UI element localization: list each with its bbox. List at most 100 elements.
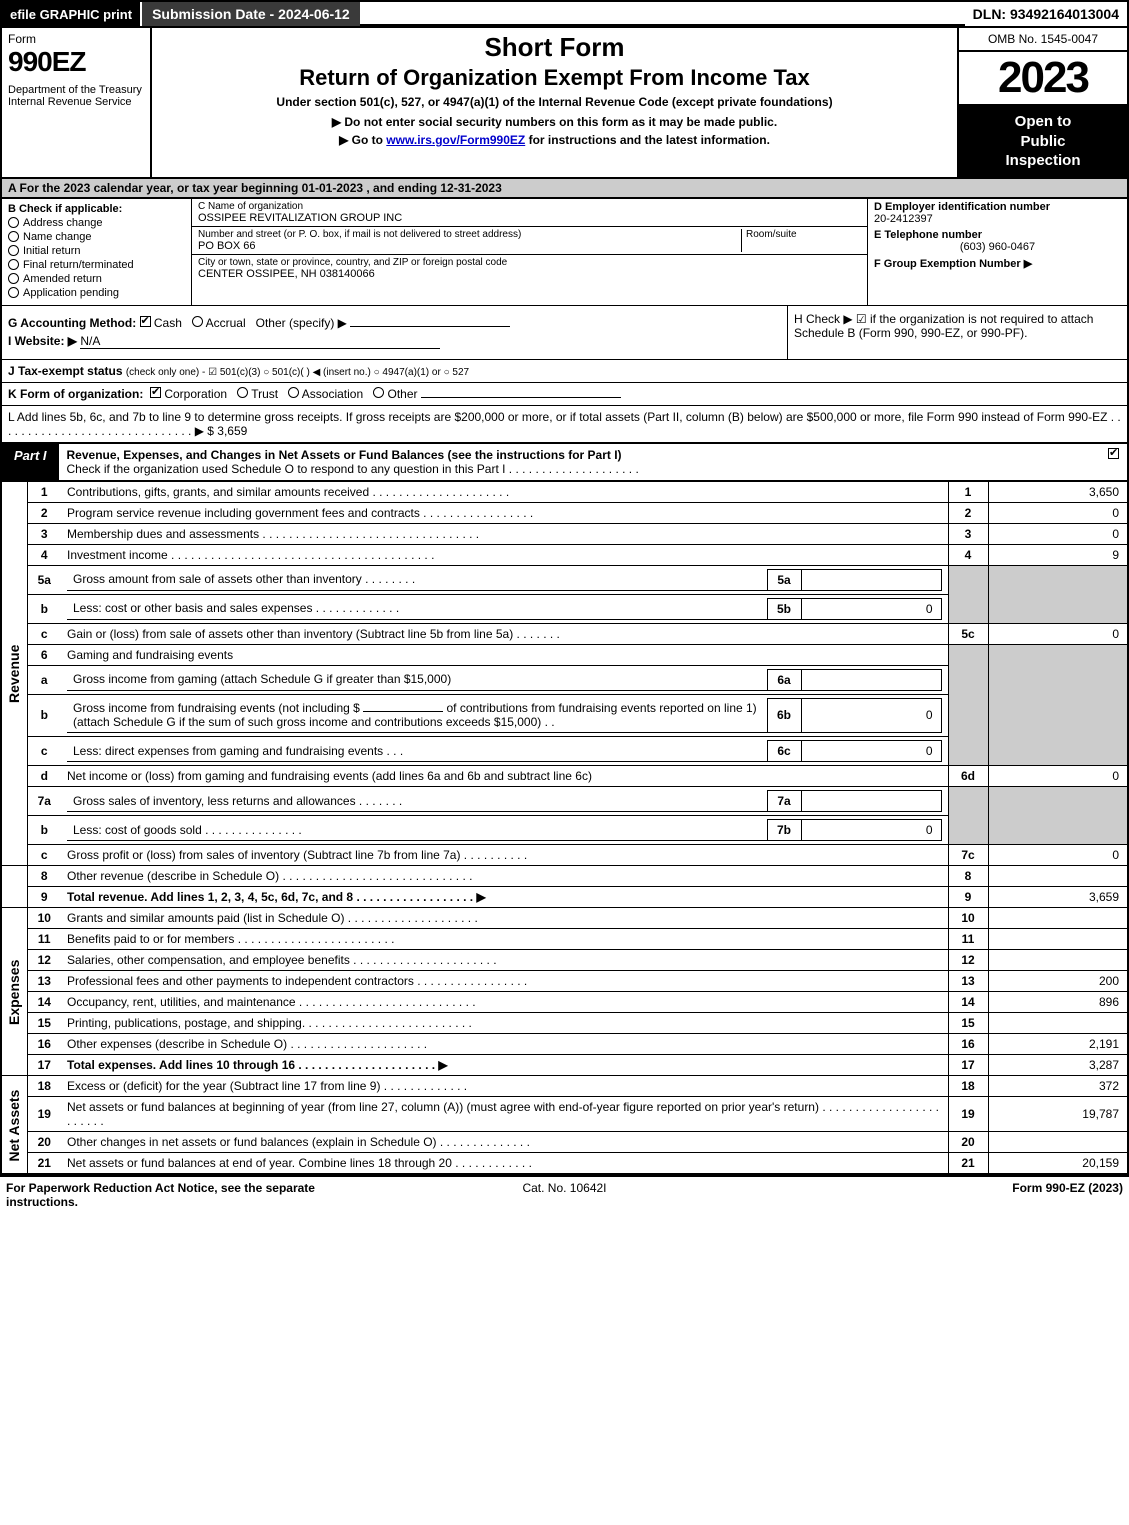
line5b-subval: 0 — [801, 598, 941, 619]
line14-desc: Occupancy, rent, utilities, and maintena… — [61, 992, 948, 1013]
chk-association[interactable] — [288, 387, 299, 398]
title-short-form: Short Form — [158, 32, 951, 63]
header-left: Form 990EZ Department of the Treasury In… — [2, 28, 152, 177]
line8-num: 8 — [948, 866, 988, 887]
line-13: 13Professional fees and other payments t… — [1, 971, 1128, 992]
chk-accrual[interactable] — [192, 316, 203, 327]
line8-amt — [988, 866, 1128, 887]
line10-desc: Grants and similar amounts paid (list in… — [61, 908, 948, 929]
chk-initial-return[interactable] — [8, 245, 19, 256]
goto-post: for instructions and the latest informat… — [525, 133, 770, 147]
line-18: Net Assets 18Excess or (deficit) for the… — [1, 1076, 1128, 1097]
trust-label: Trust — [251, 387, 278, 401]
chk-trust[interactable] — [237, 387, 248, 398]
org-name-value: OSSIPEE REVITALIZATION GROUP INC — [198, 212, 861, 224]
line-8: 8 Other revenue (describe in Schedule O)… — [1, 866, 1128, 887]
line6a-subval — [801, 669, 941, 690]
line-1: Revenue 1 Contributions, gifts, grants, … — [1, 482, 1128, 503]
org-addr-value: PO BOX 66 — [198, 240, 741, 252]
line15-desc: Printing, publications, postage, and shi… — [61, 1013, 948, 1034]
other-org-field[interactable] — [421, 397, 621, 398]
submission-date-label: Submission Date - 2024-06-12 — [140, 2, 360, 26]
part1-title: Revenue, Expenses, and Changes in Net As… — [59, 444, 1100, 480]
line6b-amount-field[interactable] — [363, 711, 443, 712]
efile-print-button[interactable]: efile GRAPHIC print — [2, 2, 140, 26]
line3-desc: Membership dues and assessments . . . . … — [61, 523, 948, 544]
chk-application-pending[interactable] — [8, 287, 19, 298]
chk-name-change-label: Name change — [23, 231, 92, 243]
line-7c: c Gross profit or (loss) from sales of i… — [1, 845, 1128, 866]
j-sub: (check only one) - ☑ 501(c)(3) ○ 501(c)(… — [126, 367, 469, 378]
tel-row: E Telephone number (603) 960-0467 — [868, 227, 1127, 255]
line5a-subval — [801, 569, 941, 590]
line-9: 9 Total revenue. Add lines 1, 2, 3, 4, 5… — [1, 887, 1128, 908]
chk-final-return[interactable] — [8, 259, 19, 270]
line14-num: 14 — [948, 992, 988, 1013]
line19-amt: 19,787 — [988, 1097, 1128, 1132]
tel-label: E Telephone number — [874, 229, 982, 241]
line12-num: 12 — [948, 950, 988, 971]
line2-amt: 0 — [988, 502, 1128, 523]
org-addr-label: Number and street (or P. O. box, if mail… — [198, 229, 741, 240]
line-17: 17Total expenses. Add lines 10 through 1… — [1, 1055, 1128, 1076]
part1-table: Revenue 1 Contributions, gifts, grants, … — [0, 482, 1129, 1176]
line6c-subno: 6c — [767, 741, 801, 762]
line2-num: 2 — [948, 502, 988, 523]
line-2: 2 Program service revenue including gove… — [1, 502, 1128, 523]
form-word: Form — [8, 32, 144, 46]
line-6d: d Net income or (loss) from gaming and f… — [1, 766, 1128, 787]
line21-desc: Net assets or fund balances at end of ye… — [61, 1153, 948, 1175]
omb-label: OMB No. 1545-0047 — [959, 28, 1127, 52]
col-c-org-info: C Name of organization OSSIPEE REVITALIZ… — [192, 199, 867, 305]
irs-link[interactable]: www.irs.gov/Form990EZ — [386, 133, 525, 147]
chk-name-change[interactable] — [8, 231, 19, 242]
open-line1: Open to — [963, 112, 1123, 132]
form-number: 990EZ — [8, 46, 144, 78]
line-14: 14Occupancy, rent, utilities, and mainte… — [1, 992, 1128, 1013]
line-6: 6 Gaming and fundraising events — [1, 644, 1128, 665]
chk-corporation[interactable] — [150, 387, 161, 398]
line18-desc: Excess or (deficit) for the year (Subtra… — [61, 1076, 948, 1097]
chk-cash[interactable] — [140, 316, 151, 327]
chk-address-change[interactable] — [8, 217, 19, 228]
line5b-subno: 5b — [767, 598, 801, 619]
line18-amt: 372 — [988, 1076, 1128, 1097]
line21-amt: 20,159 — [988, 1153, 1128, 1175]
department-label: Department of the Treasury Internal Reve… — [8, 84, 144, 108]
line6b-desc: Gross income from fundraising events (no… — [67, 698, 767, 733]
row-a-calendar: A For the 2023 calendar year, or tax yea… — [0, 179, 1129, 199]
chk-schedule-o[interactable] — [1108, 448, 1119, 459]
line-12: 12Salaries, other compensation, and empl… — [1, 950, 1128, 971]
tel-value: (603) 960-0467 — [874, 241, 1121, 253]
part1-title-text: Revenue, Expenses, and Changes in Net As… — [67, 448, 622, 462]
line14-amt: 896 — [988, 992, 1128, 1013]
revenue-side-label: Revenue — [1, 482, 27, 866]
other-specify-field[interactable] — [350, 326, 510, 327]
line6b-subno: 6b — [767, 698, 801, 733]
line15-num: 15 — [948, 1013, 988, 1034]
line9-num: 9 — [948, 887, 988, 908]
g-i-left: G Accounting Method: Cash Accrual Other … — [2, 306, 787, 359]
accrual-label: Accrual — [206, 316, 246, 330]
chk-address-change-label: Address change — [23, 217, 103, 229]
other-org-label: Other — [388, 387, 418, 401]
ein-row: D Employer identification number 20-2412… — [868, 199, 1127, 227]
k-label: K Form of organization: — [8, 387, 143, 401]
line7c-num: 7c — [948, 845, 988, 866]
line-19: 19Net assets or fund balances at beginni… — [1, 1097, 1128, 1132]
ein-label: D Employer identification number — [874, 201, 1121, 213]
goto-pre: ▶ Go to — [339, 133, 386, 147]
line16-amt: 2,191 — [988, 1034, 1128, 1055]
line4-desc: Investment income . . . . . . . . . . . … — [61, 544, 948, 565]
line6c-subval: 0 — [801, 741, 941, 762]
chk-amended-return[interactable] — [8, 273, 19, 284]
chk-other-org[interactable] — [373, 387, 384, 398]
line-5c: c Gain or (loss) from sale of assets oth… — [1, 623, 1128, 644]
line-5a: 5a Gross amount from sale of assets othe… — [1, 565, 1128, 594]
line-7a: 7a Gross sales of inventory, less return… — [1, 787, 1128, 816]
line5b-desc: Less: cost or other basis and sales expe… — [67, 598, 767, 619]
line5c-desc: Gain or (loss) from sale of assets other… — [61, 623, 948, 644]
line19-num: 19 — [948, 1097, 988, 1132]
org-city-value: CENTER OSSIPEE, NH 038140066 — [198, 268, 861, 280]
line13-desc: Professional fees and other payments to … — [61, 971, 948, 992]
